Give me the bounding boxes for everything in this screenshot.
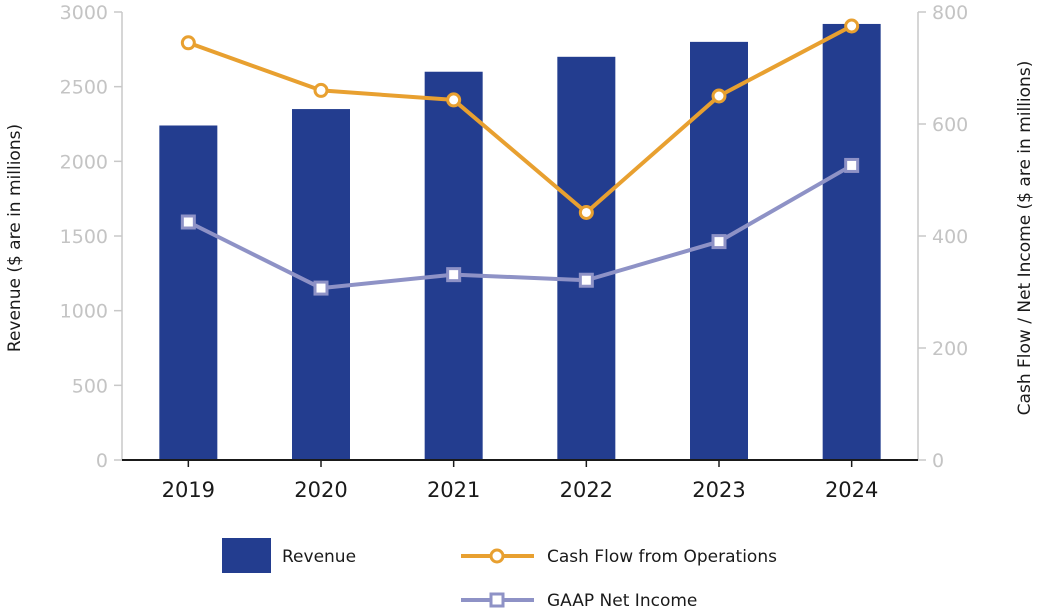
- right-tick-label: 800: [932, 2, 968, 24]
- point-gaap-net-income-2020: [313, 280, 329, 296]
- left-tick-label: 3000: [60, 2, 108, 24]
- line-cash-flow-from-operations: [187, 24, 853, 215]
- legend-item-revenue: Revenue: [222, 538, 356, 573]
- bar-2022: [557, 56, 616, 461]
- left-tick-label: 1000: [60, 301, 108, 323]
- legend-marker-cash-flow: [489, 548, 505, 564]
- point-cash-flow-from-operations-2022: [578, 204, 594, 220]
- point-cash-flow-from-operations-2024: [844, 18, 860, 34]
- legend-label-net-income: GAAP Net Income: [547, 591, 697, 611]
- point-gaap-net-income-2019: [180, 214, 196, 230]
- legend-item-cash-flow: Cash Flow from Operations: [461, 547, 777, 567]
- left-axis-title: Revenue ($ are in millions): [5, 124, 25, 352]
- point-gaap-net-income-2022: [578, 272, 594, 288]
- x-tick-label: 2024: [825, 478, 878, 502]
- point-gaap-net-income-2024: [844, 157, 860, 173]
- lines-layer: [180, 18, 860, 296]
- legend-label-revenue: Revenue: [282, 547, 356, 567]
- x-tick-label: 2022: [560, 478, 613, 502]
- bars-layer: [159, 23, 881, 461]
- right-tick-label: 0: [932, 450, 944, 472]
- legend-marker-net-income: [489, 592, 505, 608]
- legend-swatch-revenue: [222, 538, 271, 573]
- left-tick-label: 1500: [60, 226, 108, 248]
- point-gaap-net-income-2023: [711, 234, 727, 250]
- right-tick-label: 400: [932, 226, 968, 248]
- left-tick-label: 2000: [60, 151, 108, 173]
- point-cash-flow-from-operations-2019: [180, 35, 196, 51]
- left-tick-label: 2500: [60, 77, 108, 99]
- point-gaap-net-income-2021: [446, 267, 462, 283]
- right-axis-title: Cash Flow / Net Income ($ are in million…: [1015, 61, 1035, 416]
- x-tick-label: 2020: [294, 478, 347, 502]
- bar-2021: [424, 71, 483, 460]
- legend-item-net-income: GAAP Net Income: [461, 591, 697, 611]
- point-cash-flow-from-operations-2023: [711, 88, 727, 104]
- right-tick-label: 200: [932, 338, 968, 360]
- x-tick-label: 2019: [162, 478, 215, 502]
- x-tick-label: 2021: [427, 478, 480, 502]
- x-tick-label: 2023: [692, 478, 745, 502]
- left-tick-label: 0: [96, 450, 108, 472]
- bar-2019: [159, 125, 218, 460]
- right-tick-label: 600: [932, 114, 968, 136]
- point-cash-flow-from-operations-2021: [446, 92, 462, 108]
- axes-layer: 0 500 1000 1500 2000 2500 3000 0 200 400 600 800 201…: [60, 2, 969, 502]
- legend: Revenue Cash Flow from Operations GAAP N…: [222, 538, 777, 611]
- bar-2023: [690, 41, 748, 460]
- legend-label-cash-flow: Cash Flow from Operations: [547, 547, 777, 567]
- left-tick-label: 500: [72, 375, 108, 397]
- bar-2024: [822, 23, 881, 461]
- point-cash-flow-from-operations-2020: [313, 82, 329, 98]
- line-gaap-net-income: [187, 163, 853, 291]
